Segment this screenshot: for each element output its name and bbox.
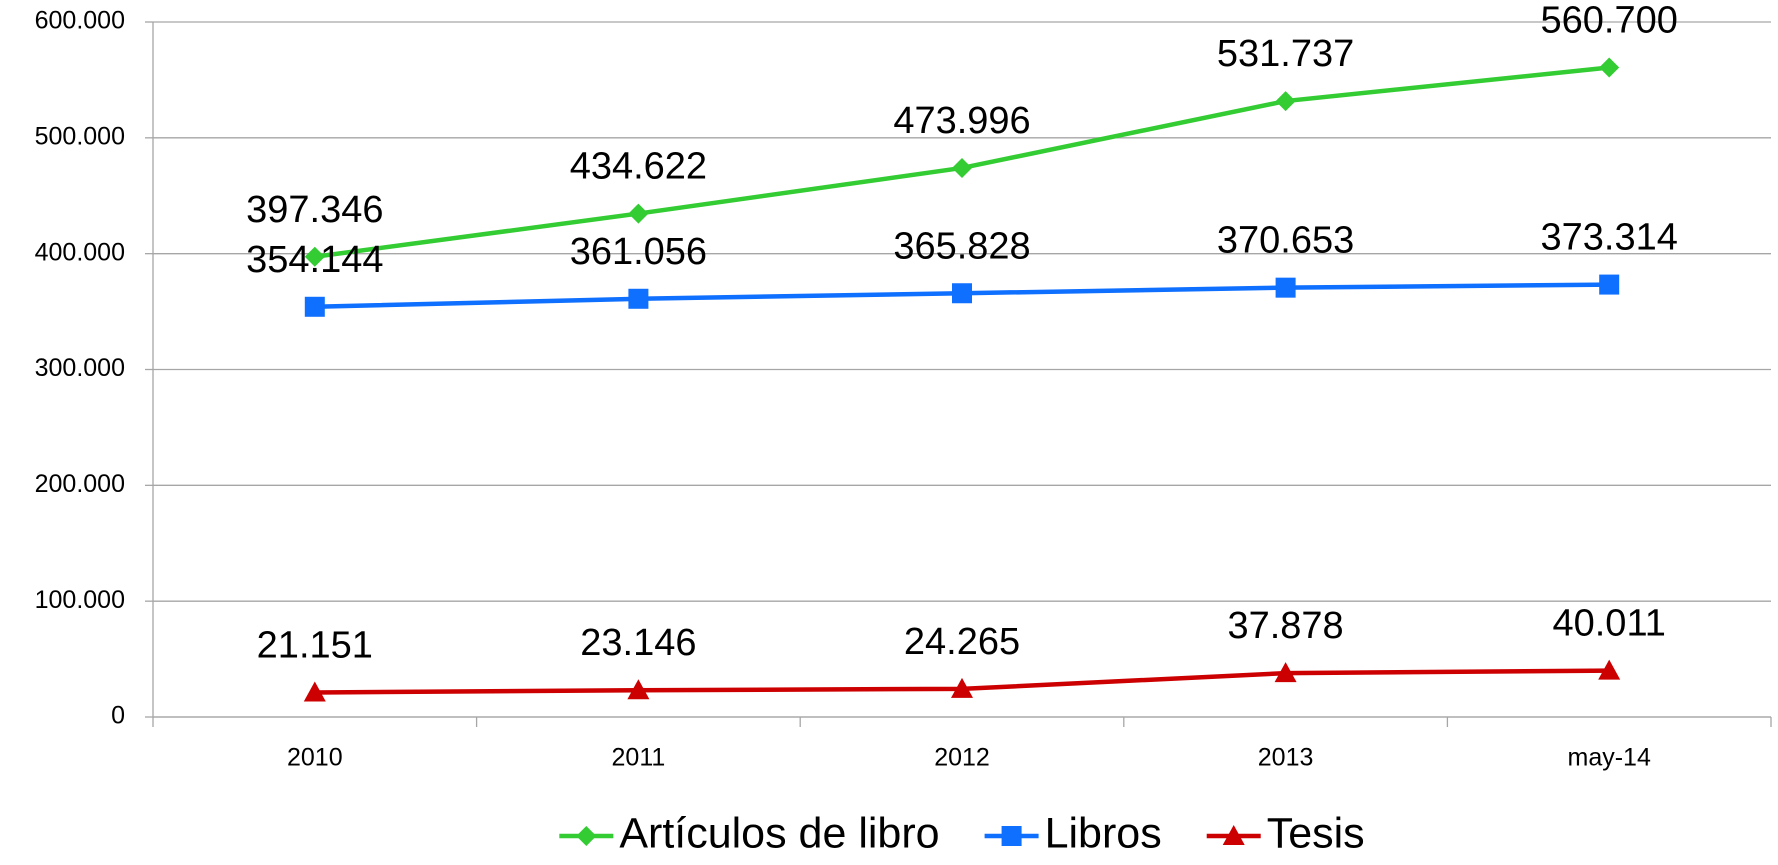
- data-label: 370.653: [1217, 220, 1354, 262]
- y-tick-label: 200.000: [35, 470, 125, 498]
- data-label: 473.996: [893, 100, 1030, 142]
- data-label: 531.737: [1217, 33, 1354, 75]
- data-point: [952, 283, 972, 304]
- data-point: [951, 677, 973, 698]
- data-label: 21.151: [257, 625, 373, 667]
- data-label: 354.144: [246, 239, 383, 281]
- y-tick-label: 500.000: [35, 122, 125, 150]
- data-label: 37.878: [1227, 605, 1343, 647]
- legend-item: Artículos de libro: [559, 809, 940, 857]
- data-point: [628, 288, 649, 309]
- data-point: [1599, 274, 1620, 295]
- data-point: [304, 296, 325, 317]
- data-point: [304, 246, 325, 267]
- legend-marker: [1222, 825, 1245, 845]
- data-point: [303, 681, 326, 702]
- y-tick-label: 300.000: [35, 354, 125, 382]
- legend-marker: [576, 826, 597, 846]
- data-label: 24.265: [904, 621, 1020, 663]
- x-tick-label: 2010: [287, 744, 343, 772]
- data-point: [1275, 91, 1296, 112]
- legend: Artículos de libro Libros Tesis: [559, 809, 1365, 857]
- x-tick-label: may-14: [1568, 744, 1651, 772]
- data-label: 434.622: [570, 146, 707, 188]
- data-point: [1598, 659, 1621, 680]
- data-label: 373.314: [1541, 217, 1678, 259]
- data-label: 397.346: [246, 189, 383, 231]
- data-label: 40.011: [1552, 603, 1665, 645]
- data-point: [952, 157, 972, 178]
- x-tick-label: 2011: [612, 744, 666, 772]
- legend-item: Libros: [984, 809, 1162, 857]
- legend-label: Libros: [1045, 809, 1162, 857]
- legend-label: Artículos de libro: [619, 809, 939, 857]
- x-tick-label: 2013: [1258, 744, 1314, 772]
- legend-label: Tesis: [1267, 809, 1365, 857]
- data-label: 361.056: [570, 231, 707, 273]
- y-tick-label: 0: [111, 702, 125, 730]
- data-label: 560.700: [1541, 0, 1678, 42]
- data-point: [627, 679, 650, 700]
- legend-item: Tesis: [1206, 809, 1365, 857]
- legend-marker: [1001, 826, 1022, 846]
- data-label: 23.146: [580, 622, 696, 664]
- data-point: [1599, 57, 1620, 78]
- y-tick-label: 600.000: [35, 7, 125, 35]
- x-tick-label: 2012: [934, 744, 990, 772]
- y-tick-label: 400.000: [35, 238, 125, 266]
- data-point: [1274, 662, 1297, 683]
- data-point: [628, 203, 649, 224]
- y-tick-label: 100.000: [35, 586, 125, 614]
- data-point: [1275, 277, 1296, 298]
- data-label: 365.828: [893, 225, 1030, 267]
